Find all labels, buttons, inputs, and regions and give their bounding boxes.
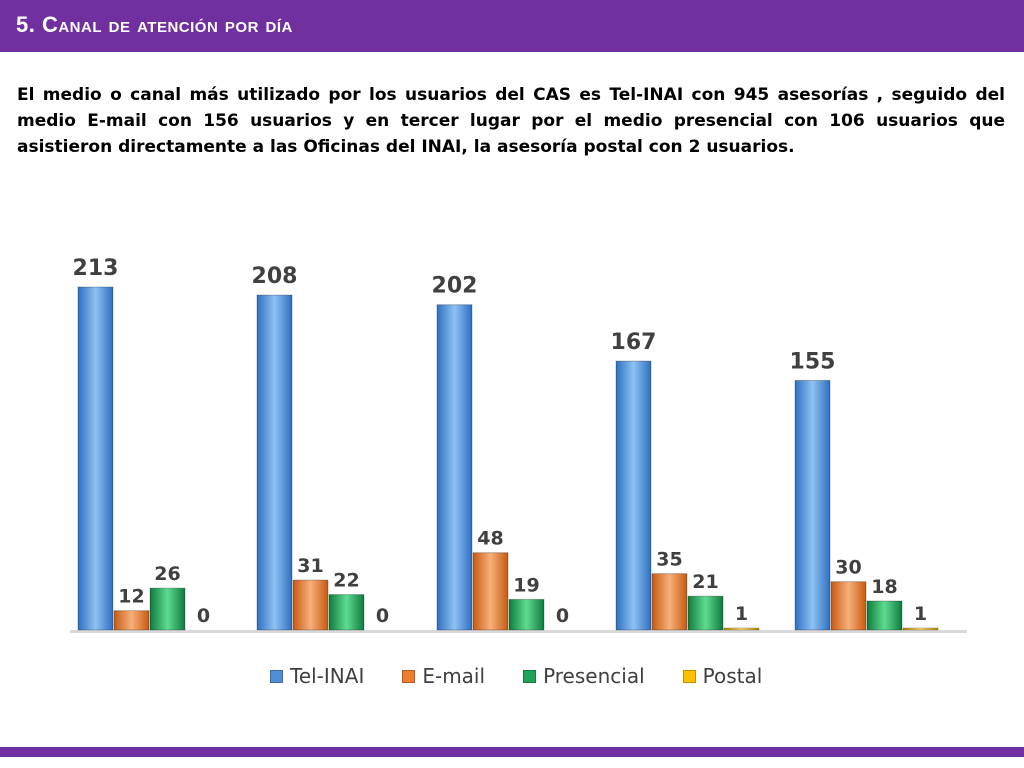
bar-tel-inai-group-3 <box>436 304 473 631</box>
bar-tel-inai-group-1 <box>77 286 114 631</box>
legend-item-postal: Postal <box>682 664 763 688</box>
data-label-presencial-group-3: 19 <box>513 574 539 596</box>
header-bar: 5. Canal de atención por día <box>0 0 1024 52</box>
summary-text: El medio o canal más utilizado por los u… <box>17 85 1005 157</box>
data-label-tel-inai-group-1: 213 <box>73 256 119 281</box>
floor-group-2 <box>249 630 429 633</box>
legend-item-presencial: Presencial <box>523 664 645 688</box>
bar-e-mail-group-3 <box>472 552 509 631</box>
bar-presencial-group-4 <box>687 595 724 631</box>
bar-e-mail-group-1 <box>113 610 150 631</box>
data-label-e-mail-group-1: 12 <box>118 586 144 608</box>
legend-item-tel-inai: Tel-INAI <box>270 664 364 688</box>
floor-group-3 <box>429 630 609 633</box>
data-label-presencial-group-5: 18 <box>871 576 897 598</box>
data-label-e-mail-group-2: 31 <box>297 555 323 577</box>
data-label-presencial-group-2: 22 <box>333 570 359 592</box>
bar-tel-inai-group-5 <box>794 379 831 631</box>
bar-postal-group-5 <box>902 627 939 631</box>
legend-label: E-mail <box>422 664 486 688</box>
floor-group-4 <box>608 630 788 633</box>
data-label-e-mail-group-3: 48 <box>477 528 503 550</box>
bar-e-mail-group-2 <box>292 579 329 631</box>
legend-label: Postal <box>702 664 763 688</box>
legend-item-e-mail: E-mail <box>402 664 485 688</box>
data-label-tel-inai-group-3: 202 <box>432 274 478 299</box>
data-label-tel-inai-group-5: 155 <box>790 349 836 374</box>
floor-group-1 <box>70 630 250 633</box>
legend-swatch <box>270 669 283 683</box>
bar-presencial-group-5 <box>866 600 903 631</box>
data-label-e-mail-group-5: 30 <box>835 557 861 579</box>
footer-bar <box>0 747 1024 757</box>
data-label-postal-group-5: 1 <box>914 603 927 625</box>
data-label-postal-group-4: 1 <box>735 603 748 625</box>
legend-label: Tel-INAI <box>290 664 365 688</box>
floor-group-5 <box>787 630 967 633</box>
legend-swatch <box>523 669 537 683</box>
bar-presencial-group-3 <box>508 598 545 631</box>
legend-swatch <box>682 669 696 683</box>
bar-presencial-group-2 <box>328 594 365 631</box>
bar-e-mail-group-4 <box>651 573 688 631</box>
data-label-tel-inai-group-2: 208 <box>252 264 298 289</box>
bar-chart: 213 208 202 167 155 12 31 48 35 30 26 22 19 21 18 0 0 0 1 1 <box>70 256 967 633</box>
chart-legend: Tel-INAI E-mail Presencial Postal <box>270 664 762 688</box>
legend-swatch <box>402 669 416 683</box>
bar-postal-group-4 <box>723 627 760 631</box>
data-label-postal-group-2: 0 <box>376 605 389 627</box>
chart-data-labels: 213 208 202 167 155 12 31 48 35 30 26 22 19 21 18 0 0 0 1 1 <box>73 256 928 627</box>
chart-floor <box>70 630 967 633</box>
chart-bars <box>77 286 939 631</box>
bar-tel-inai-group-4 <box>615 360 652 631</box>
bar-e-mail-group-5 <box>830 581 867 631</box>
data-label-postal-group-1: 0 <box>197 605 210 627</box>
data-label-presencial-group-1: 26 <box>154 563 180 585</box>
legend-label: Presencial <box>543 664 645 688</box>
bar-presencial-group-1 <box>149 587 186 631</box>
data-label-postal-group-3: 0 <box>556 605 569 627</box>
data-label-e-mail-group-4: 35 <box>656 549 682 571</box>
slide-title: 5. Canal de atención por día <box>16 12 293 37</box>
bar-tel-inai-group-2 <box>256 294 293 631</box>
data-label-tel-inai-group-4: 167 <box>611 330 657 355</box>
data-label-presencial-group-4: 21 <box>692 571 718 593</box>
